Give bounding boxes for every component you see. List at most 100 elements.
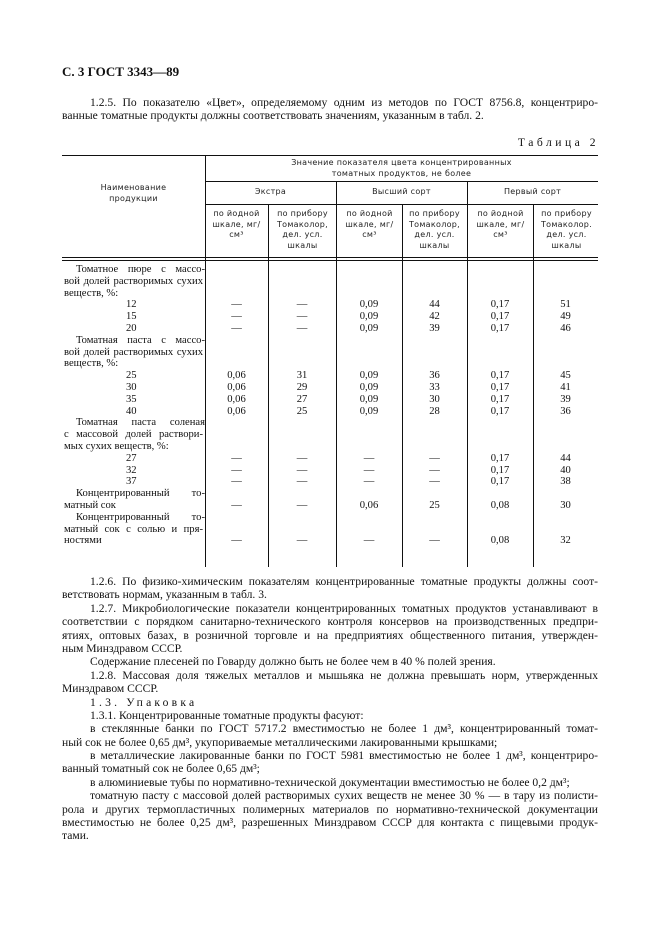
table-cell: 0,08 — [490, 500, 510, 511]
table-cell: — — [296, 500, 308, 511]
body-text: 1.2.6. По физико-химическим показателям … — [62, 575, 598, 843]
divider — [62, 260, 598, 261]
table-cell: — — [429, 476, 440, 488]
sub-header: по йодной шкале, мг/см³ — [212, 209, 261, 240]
sub-header: по прибору Томаколор, дел. усл. шкалы — [408, 209, 461, 250]
product-name-line: вой долей растворимых сухих — [64, 275, 203, 287]
divider — [533, 204, 534, 567]
text-line: 1.2.6. По физико-химическим показателям … — [90, 575, 598, 588]
paragraph: 1.3.1. Концентрированные томатные продук… — [62, 709, 598, 722]
paragraph: в металлические лакированные банки по ГО… — [62, 749, 598, 776]
table-row: Томатное пюре с массо- — [62, 264, 598, 276]
text-line: в металлические лакированные банки по ГО… — [90, 749, 598, 763]
table-row: 37 — — — — 0,17 38 — [62, 476, 598, 488]
table-cell: 0,17 — [490, 370, 510, 382]
product-name-line: мых сухих веществ, %: — [64, 441, 169, 452]
row-label: 37 — [126, 476, 137, 488]
text-line: Минздравом СССР. — [62, 682, 159, 696]
table-cell: 29 — [296, 382, 308, 393]
table-row: Концентрированный то- — [62, 488, 598, 500]
paragraph: томатную пасту с массовой долей раствори… — [62, 789, 598, 843]
table-row: вой долей растворимых сухих — [62, 276, 598, 288]
table-cell: 31 — [296, 370, 308, 382]
table-cell: 0,06 — [227, 370, 246, 382]
column-header-product: Наименование продукции — [100, 183, 167, 203]
table-cell: 30 — [429, 393, 440, 405]
paragraph: 1.2.8. Массовая доля тяжелых металлов и … — [62, 669, 598, 696]
table-cell: — — [231, 311, 242, 323]
group-header: Значение показателя цвета концентрирован… — [291, 158, 512, 178]
table-row: 25 0,06 31 0,09 36 0,17 45 — [62, 370, 598, 382]
divider — [62, 257, 598, 258]
divider — [336, 181, 337, 567]
row-label: 15 — [126, 311, 137, 323]
product-name-line: Томатная паста соленая — [76, 417, 205, 429]
table-cell: 0,17 — [490, 382, 510, 393]
table-cell: 0,09 — [359, 382, 379, 393]
table-cell: 0,17 — [490, 405, 510, 417]
grade-header-extra: Экстра — [254, 187, 287, 196]
paragraph-1-2-5: 1.2.5. По показателю «Цвет», определяемо… — [62, 96, 598, 123]
table-cell: 42 — [429, 311, 440, 323]
table-cell: — — [296, 323, 308, 334]
table-cell: — — [296, 311, 308, 323]
divider — [402, 204, 403, 567]
row-label: 35 — [126, 393, 137, 405]
table-row: 30 0,06 29 0,09 33 0,17 41 — [62, 382, 598, 394]
table-cell: 0,17 — [490, 464, 510, 476]
product-name-line: веществ, %: — [64, 358, 119, 370]
text-line: тами. — [62, 829, 89, 843]
page-header: С. 3 ГОСТ 3343—89 — [62, 64, 180, 79]
table-cell: 0,09 — [359, 311, 379, 323]
table-row: 20 — — 0,09 39 0,17 46 — [62, 323, 598, 335]
text-line: 1.3.1. Концентрированные томатные продук… — [90, 708, 364, 722]
table-cell: — — [296, 476, 308, 488]
table-cell: 0,08 — [490, 535, 510, 547]
table-cell: — — [363, 452, 375, 464]
table-cell: — — [363, 476, 375, 488]
row-label: 27 — [126, 452, 137, 464]
table-caption: Таблица 2 — [517, 136, 599, 149]
text-line: 1.2.8. Массовая доля тяжелых металлов и … — [90, 668, 598, 682]
table-cell: 0,06 — [227, 382, 246, 393]
table-cell: 36 — [560, 405, 571, 417]
table-cell: — — [231, 464, 242, 476]
table-cell: 0,17 — [490, 393, 510, 405]
table-row: вой долей растворимых сухих — [62, 347, 598, 359]
divider — [205, 204, 598, 205]
table-row: 32 — — — — 0,17 40 — [62, 465, 598, 477]
table-row: матный сок с солью и пря- — [62, 524, 598, 536]
text-line: рола и других термопластичных полимерных… — [62, 802, 598, 816]
table-row: Концентрированный то- — [62, 512, 598, 524]
table-row: мых сухих веществ, %: — [62, 441, 598, 453]
table-cell: — — [429, 535, 440, 547]
row-label: 12 — [126, 299, 137, 311]
text-line: 1.2.7. Микробиологические показатели кон… — [90, 601, 598, 615]
table-cell: 38 — [560, 476, 571, 488]
grade-header-premium: Высший сорт — [372, 187, 431, 196]
product-name-line: Концентрированный то- — [76, 511, 205, 523]
table-row: веществ, %: — [62, 358, 598, 370]
table-cell: — — [296, 535, 308, 547]
text-line: томатную пасту с массовой долей раствори… — [90, 789, 598, 803]
row-label: 20 — [126, 323, 137, 334]
table-cell: — — [231, 299, 242, 311]
table-cell: — — [231, 452, 242, 464]
table-cell: 46 — [560, 323, 571, 334]
row-label: 30 — [126, 382, 137, 393]
table-cell: 0,17 — [490, 452, 510, 464]
table-cell: 0,17 — [490, 299, 510, 311]
table-row: 27 — — — — 0,17 44 — [62, 453, 598, 465]
text-line: ветствовать нормам, указанным в табл. 3. — [62, 588, 267, 602]
table-cell: — — [429, 452, 440, 464]
table-cell: 0,17 — [490, 476, 510, 488]
sub-header: по йодной шкале, мг/см³ — [476, 209, 525, 240]
table-cell: 25 — [296, 405, 308, 417]
product-name-line: веществ, %: — [64, 287, 119, 299]
table-cell: 51 — [560, 299, 571, 311]
table-cell: 25 — [429, 500, 440, 511]
sub-header: по прибору Томаколор. дел. усл. шкалы — [540, 209, 593, 250]
table-row: матный сок — — 0,06 25 0,08 30 — [62, 500, 598, 512]
table-cell: 0,09 — [359, 323, 379, 334]
product-name-line: с массовой долей раствори- — [64, 429, 203, 441]
